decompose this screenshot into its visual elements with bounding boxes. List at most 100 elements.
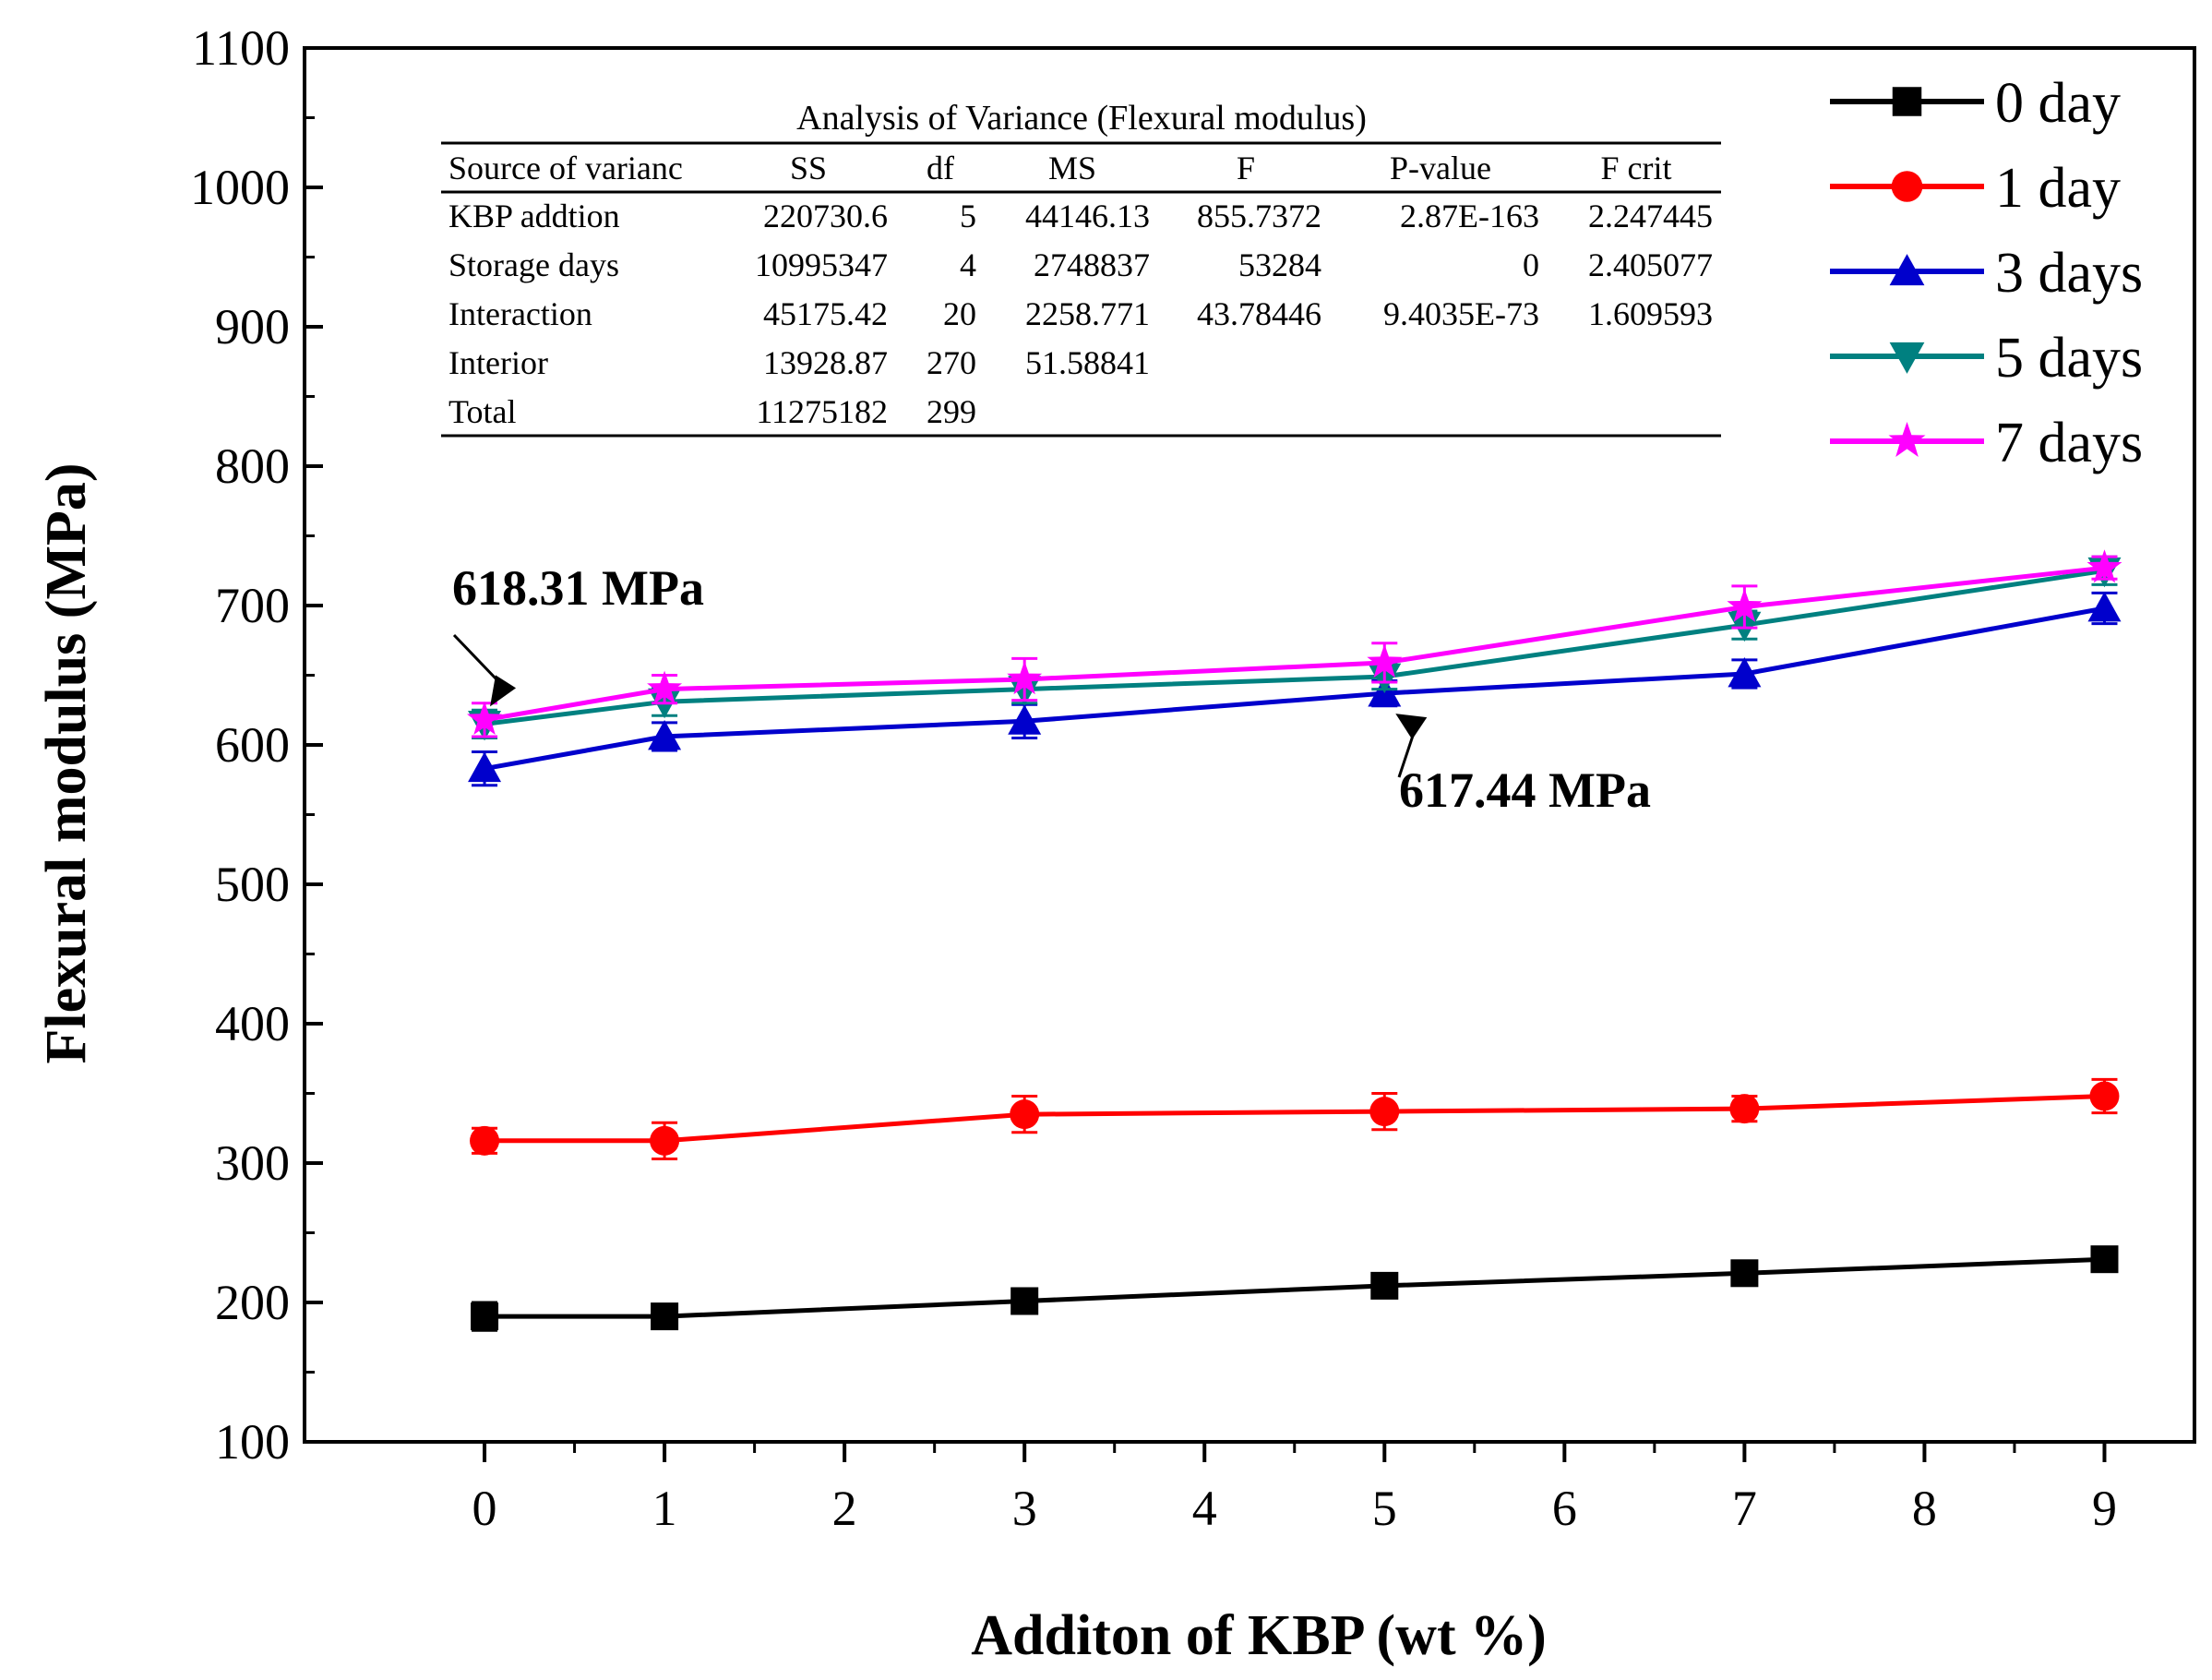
series-7-days — [467, 549, 2122, 738]
data-point — [1367, 643, 1403, 678]
table-cell: 10995347 — [755, 246, 888, 283]
table-header-cell: MS — [1048, 150, 1096, 186]
y-tick-label: 800 — [215, 438, 290, 494]
x-axis-title: Additon of KBP (wt %) — [971, 1604, 1546, 1667]
table-cell: Interaction — [448, 295, 592, 332]
table-row: Storage days 10995347 4 2748837 53284 0 2.4050… — [448, 246, 1713, 283]
data-point — [650, 1125, 680, 1156]
data-point — [1369, 1097, 1400, 1127]
y-tick-label: 400 — [215, 996, 290, 1051]
legend-label: 3 days — [1995, 242, 2143, 305]
legend-label: 1 day — [1995, 157, 2121, 220]
table-cell: 11275182 — [756, 393, 888, 430]
legend-label: 7 days — [1995, 412, 2143, 474]
data-point — [467, 701, 503, 735]
table-cell: 2.405077 — [1588, 246, 1713, 283]
data-point — [1010, 1099, 1040, 1130]
data-point — [470, 1125, 500, 1156]
data-point — [2086, 549, 2122, 583]
y-tick-label: 1000 — [190, 160, 290, 215]
table-cell: 9.4035E-73 — [1383, 295, 1539, 332]
table-cell: 5 — [960, 198, 976, 234]
annotation-label: 617.44 MPa — [1399, 762, 1651, 818]
series-line — [484, 1094, 2105, 1144]
series-line — [484, 606, 2105, 772]
annotation-label: 618.31 MPa — [452, 560, 704, 616]
annotation-arrowhead — [1395, 714, 1428, 740]
data-point — [1007, 661, 1043, 695]
data-point — [471, 1302, 499, 1331]
data-point — [2087, 592, 2122, 622]
legend-marker — [1889, 254, 1925, 286]
table-cell: 0 — [1523, 246, 1539, 283]
series-line — [484, 1256, 2105, 1319]
table-cell: 2258.771 — [1025, 295, 1150, 332]
x-tick-label: 8 — [1912, 1481, 1937, 1536]
data-point — [1370, 1271, 1399, 1300]
legend-label: 0 day — [1995, 72, 2121, 135]
table-cell: Total — [448, 393, 516, 430]
y-tick-label: 100 — [215, 1414, 290, 1470]
table-header-cell: F crit — [1601, 150, 1672, 186]
y-tick-label: 300 — [215, 1135, 290, 1191]
table-header-cell: Source of varianc — [448, 150, 683, 186]
table-cell: 53284 — [1238, 246, 1321, 283]
x-tick-label: 2 — [832, 1481, 857, 1536]
table-header-cell: F — [1237, 150, 1255, 186]
x-tick-label: 1 — [652, 1481, 677, 1536]
table-cell: Storage days — [448, 246, 619, 283]
y-tick-label: 200 — [215, 1275, 290, 1330]
legend-marker — [1889, 342, 1925, 374]
data-point — [1729, 1094, 1760, 1124]
table-cell: 51.58841 — [1025, 344, 1150, 381]
data-point — [1727, 588, 1763, 622]
data-point — [1010, 1287, 1039, 1315]
data-point — [648, 719, 682, 750]
data-point — [1730, 1259, 1759, 1288]
table-cell: 20 — [943, 295, 976, 332]
table-cell: Interior — [448, 344, 548, 381]
y-axis-title: Flexural modulus (MPa) — [35, 463, 98, 1064]
legend-marker — [1891, 171, 1923, 202]
annotation-arrowhead — [490, 675, 517, 707]
y-tick-label: 900 — [215, 299, 290, 354]
data-point — [2089, 1081, 2120, 1111]
x-tick-label: 4 — [1192, 1481, 1217, 1536]
x-tick-label: 7 — [1732, 1481, 1757, 1536]
data-point — [468, 751, 502, 783]
legend-label: 5 days — [1995, 327, 2143, 390]
table-header-cell: P-value — [1390, 150, 1491, 186]
table-header-cell: SS — [790, 150, 827, 186]
table-cell: 2.87E-163 — [1400, 198, 1539, 234]
table-row: KBP addtion 220730.6 5 44146.13 855.7372 2.87… — [448, 198, 1713, 234]
table-cell: 4 — [960, 246, 976, 283]
data-point — [2090, 1245, 2119, 1274]
table-cell: 270 — [927, 344, 976, 381]
y-tick-label: 700 — [215, 578, 290, 633]
series-3-days — [468, 591, 2122, 787]
data-point — [651, 1302, 679, 1331]
table-cell: 1.609593 — [1588, 295, 1713, 332]
table-cell: 2748837 — [1034, 246, 1150, 283]
y-tick-label: 600 — [215, 717, 290, 773]
table-cell: 44146.13 — [1025, 198, 1150, 234]
x-tick-label: 0 — [472, 1481, 497, 1536]
table-cell: 299 — [927, 393, 976, 430]
x-tick-label: 5 — [1372, 1481, 1397, 1536]
table-row: Total 11275182 299 — [448, 393, 976, 430]
x-tick-label: 9 — [2092, 1481, 2117, 1536]
table-row: Interior 13928.87 270 51.58841 — [448, 344, 1150, 381]
legend-marker — [1892, 87, 1922, 116]
series-line — [484, 568, 2105, 726]
table-title: Analysis of Variance (Flexural modulus) — [796, 99, 1367, 138]
data-point — [1728, 656, 1762, 688]
series-1-day — [470, 1077, 2120, 1160]
table-header-cell: df — [927, 150, 954, 186]
legend-marker — [1888, 422, 1926, 457]
table-cell: 43.78446 — [1197, 295, 1321, 332]
data-point — [1008, 704, 1042, 735]
table-cell: 13928.87 — [763, 344, 888, 381]
y-tick-label: 500 — [215, 857, 290, 912]
